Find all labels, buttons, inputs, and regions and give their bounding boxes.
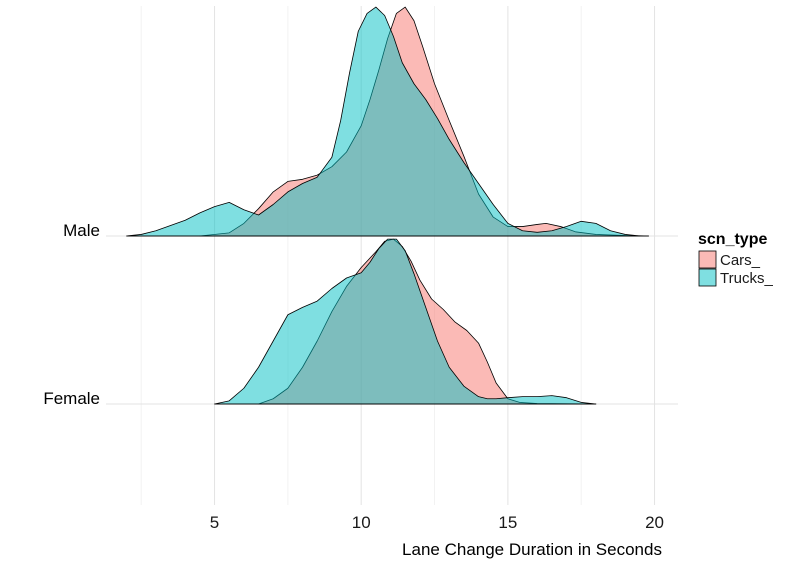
x-tick-label: 10 <box>352 513 371 532</box>
x-tick-label: 5 <box>210 513 219 532</box>
x-tick-label: 15 <box>498 513 517 532</box>
legend-items: Cars_Trucks_ <box>698 250 773 287</box>
legend: scn_type Cars_Trucks_ <box>698 231 773 287</box>
legend-label: Trucks_ <box>720 270 773 287</box>
legend-swatch <box>698 268 717 287</box>
legend-swatch <box>698 250 717 269</box>
density-trucks-female <box>214 238 597 405</box>
legend-title: scn_type <box>698 231 767 248</box>
x-axis-ticks: 5 10 15 20 <box>210 513 664 532</box>
ridge-baselines <box>126 235 649 405</box>
x-tick-label: 20 <box>645 513 664 532</box>
group-label-female: Female <box>43 389 100 408</box>
density-ridges <box>126 6 650 405</box>
x-axis-title: Lane Change Duration in Seconds <box>402 540 662 559</box>
group-labels: Male Female <box>43 221 100 408</box>
density-trucks-male <box>126 6 641 237</box>
group-label-male: Male <box>63 221 100 240</box>
legend-label: Cars_ <box>720 252 761 269</box>
